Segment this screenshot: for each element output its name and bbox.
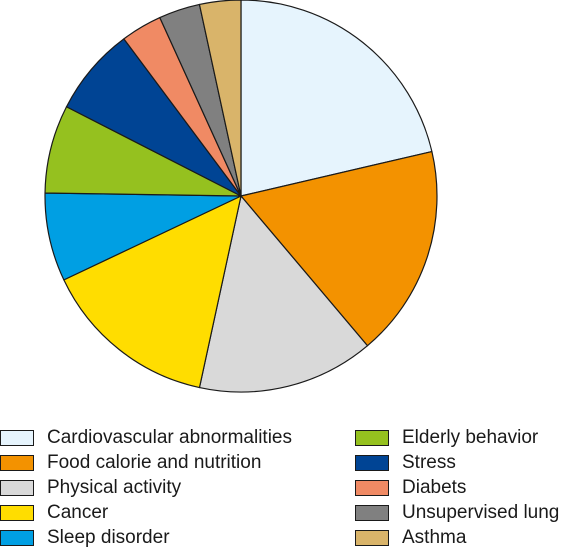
pie-slice-food-calorie-and-nutrition — [240, 150, 438, 347]
legend-swatch — [355, 479, 389, 496]
legend-label: Elderly behavior — [402, 427, 539, 448]
legend-label: Sleep disorder — [47, 527, 170, 548]
legend-item-asthma: Asthma — [355, 525, 559, 550]
pie-slice-cardiovascular-abnormalities — [240, 0, 433, 197]
pie-slice-cancer — [63, 195, 242, 389]
pie-slice-physical-activity — [198, 195, 369, 393]
legend-swatch — [0, 454, 34, 471]
legend-item-sleep-disorder: Sleep disorder — [0, 525, 292, 550]
legend-item-cardiovascular-abnormalities: Cardiovascular abnormalities — [0, 425, 292, 450]
legend-column-right: Elderly behavior Stress Diabets Unsuperv… — [355, 425, 559, 550]
legend-label: Asthma — [402, 527, 467, 548]
legend-swatch — [355, 529, 389, 546]
legend-item-stress: Stress — [355, 450, 559, 475]
legend-swatch — [355, 429, 389, 446]
legend-swatch — [0, 504, 34, 521]
pie-slice-asthma — [198, 0, 242, 197]
pie-chart — [44, 0, 438, 393]
legend: Cardiovascular abnormalities Food calori… — [0, 425, 586, 551]
legend-label: Cancer — [47, 502, 109, 523]
legend-swatch — [355, 504, 389, 521]
legend-swatch — [0, 529, 34, 546]
legend-label: Unsupervised lung — [402, 502, 560, 523]
legend-swatch — [355, 454, 389, 471]
legend-swatch — [0, 479, 34, 496]
legend-label: Diabets — [402, 477, 467, 498]
legend-item-elderly-behavior: Elderly behavior — [355, 425, 559, 450]
pie-slices — [44, 0, 438, 393]
legend-label: Food calorie and nutrition — [47, 452, 262, 473]
legend-column-left: Cardiovascular abnormalities Food calori… — [0, 425, 292, 550]
legend-item-food-calorie-and-nutrition: Food calorie and nutrition — [0, 450, 292, 475]
legend-item-cancer: Cancer — [0, 500, 292, 525]
legend-label: Cardiovascular abnormalities — [47, 427, 292, 448]
legend-swatch — [0, 429, 34, 446]
legend-label: Physical activity — [47, 477, 182, 498]
legend-item-unsupervised-lung: Unsupervised lung — [355, 500, 559, 525]
legend-item-physical-activity: Physical activity — [0, 475, 292, 500]
legend-label: Stress — [402, 452, 456, 473]
legend-item-diabets: Diabets — [355, 475, 559, 500]
